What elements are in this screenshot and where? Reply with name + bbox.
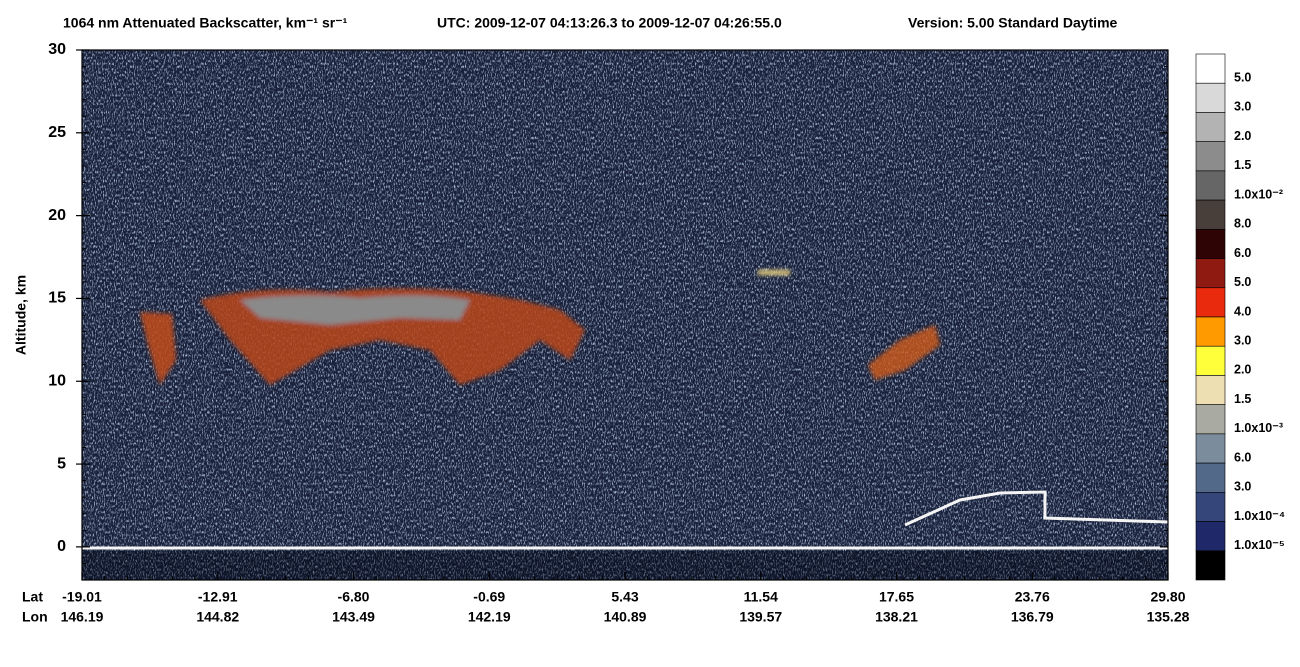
- colorbar-label: 8.0: [1234, 217, 1251, 231]
- colorbar-swatch: [1195, 287, 1226, 318]
- cloud-layer: [140, 270, 940, 385]
- axes: 0 5 10 15 20 25 30 Lat Lon -19.01 146.19 -12.91 144.…: [22, 41, 1285, 624]
- time-range: UTC: 2009-12-07 04:13:26.3 to 2009-12-07…: [437, 15, 782, 31]
- colorbar-label: 4.0: [1234, 304, 1251, 318]
- lat-label: -19.01: [62, 589, 102, 605]
- colorbar-swatch: [1195, 112, 1226, 142]
- y-tick-label: 20: [48, 207, 66, 224]
- colorbar-label: 1.0x10⁻⁵: [1234, 538, 1285, 552]
- lat-label: 17.65: [879, 589, 914, 605]
- colorbar-swatch: [1195, 229, 1226, 259]
- lon-label: 143.49: [332, 609, 375, 625]
- lat-label: -6.80: [338, 589, 370, 605]
- lon-label: 138.21: [875, 609, 918, 625]
- colorbar-swatch: [1195, 141, 1226, 172]
- lon-label: 142.19: [468, 609, 511, 625]
- lon-label: 136.79: [1011, 609, 1054, 625]
- x-row-label: Lat: [22, 589, 43, 605]
- colorbar-swatch: [1195, 462, 1226, 493]
- x-row-label: Lon: [22, 609, 48, 625]
- colorbar-label: 5.0: [1234, 71, 1251, 85]
- y-tick-label: 15: [48, 290, 66, 307]
- low-cloud-top: [904, 490, 1168, 527]
- y-tick-label: 10: [48, 372, 66, 389]
- colorbar-swatch: [1195, 375, 1226, 405]
- colorbar-swatch: [1195, 199, 1226, 230]
- colorbar-swatch: [1195, 258, 1226, 289]
- colorbar-label: 1.0x10⁻⁴: [1234, 509, 1285, 523]
- lat-label: -12.91: [198, 589, 238, 605]
- lon-label: 135.28: [1147, 609, 1190, 625]
- colorbar-label: 1.0x10⁻²: [1234, 187, 1283, 201]
- colorbar-label: 1.5: [1234, 392, 1251, 406]
- chart-title: 1064 nm Attenuated Backscatter, km⁻¹ sr⁻…: [63, 15, 348, 31]
- colorbar-swatch: [1195, 492, 1226, 522]
- lon-label: 144.82: [196, 609, 239, 625]
- colorbar-label: 6.0: [1234, 246, 1251, 260]
- colorbar-label: 5.0: [1234, 275, 1251, 289]
- colorbar-swatch: [1195, 345, 1226, 376]
- lon-label: 140.89: [604, 609, 647, 625]
- lat-label: -0.69: [473, 589, 505, 605]
- colorbar-swatch: [1195, 53, 1226, 84]
- y-axis-label: Altitude, km: [13, 275, 29, 355]
- y-tick-label: 30: [48, 41, 66, 58]
- colorbar-swatch: [1195, 550, 1226, 581]
- colorbar-swatch: [1195, 404, 1226, 435]
- lat-label: 11.54: [744, 589, 778, 605]
- colorbar-label: 1.5: [1234, 158, 1251, 172]
- y-tick-label: 25: [48, 124, 66, 141]
- colorbar-swatch: [1195, 316, 1226, 347]
- version: Version: 5.00 Standard Daytime: [908, 15, 1118, 31]
- colorbar-label: 3.0: [1234, 100, 1251, 114]
- colorbar-label: 2.0: [1234, 129, 1251, 143]
- colorbar-swatch: [1195, 433, 1226, 464]
- lon-label: 139.57: [739, 609, 782, 625]
- colorbar-swatch: [1195, 170, 1226, 201]
- lon-label: 146.19: [61, 609, 104, 625]
- colorbar-label: 2.0: [1234, 363, 1251, 377]
- lat-label: 23.76: [1015, 589, 1050, 605]
- y-tick-label: 5: [57, 455, 66, 472]
- aerosol-texture: [82, 360, 1168, 550]
- colorbar-label: 3.0: [1234, 334, 1251, 348]
- colorbar-swatch: [1195, 82, 1226, 113]
- lat-label: 5.43: [611, 589, 638, 605]
- colorbar-swatch: [1195, 521, 1226, 552]
- y-tick-label: 0: [57, 538, 66, 555]
- colorbar-label: 1.0x10⁻³: [1234, 421, 1283, 435]
- backscatter-image: [82, 50, 1168, 580]
- lat-label: 29.80: [1150, 589, 1185, 605]
- colorbar-label: 3.0: [1234, 480, 1251, 494]
- colorbar-label: 6.0: [1234, 450, 1251, 464]
